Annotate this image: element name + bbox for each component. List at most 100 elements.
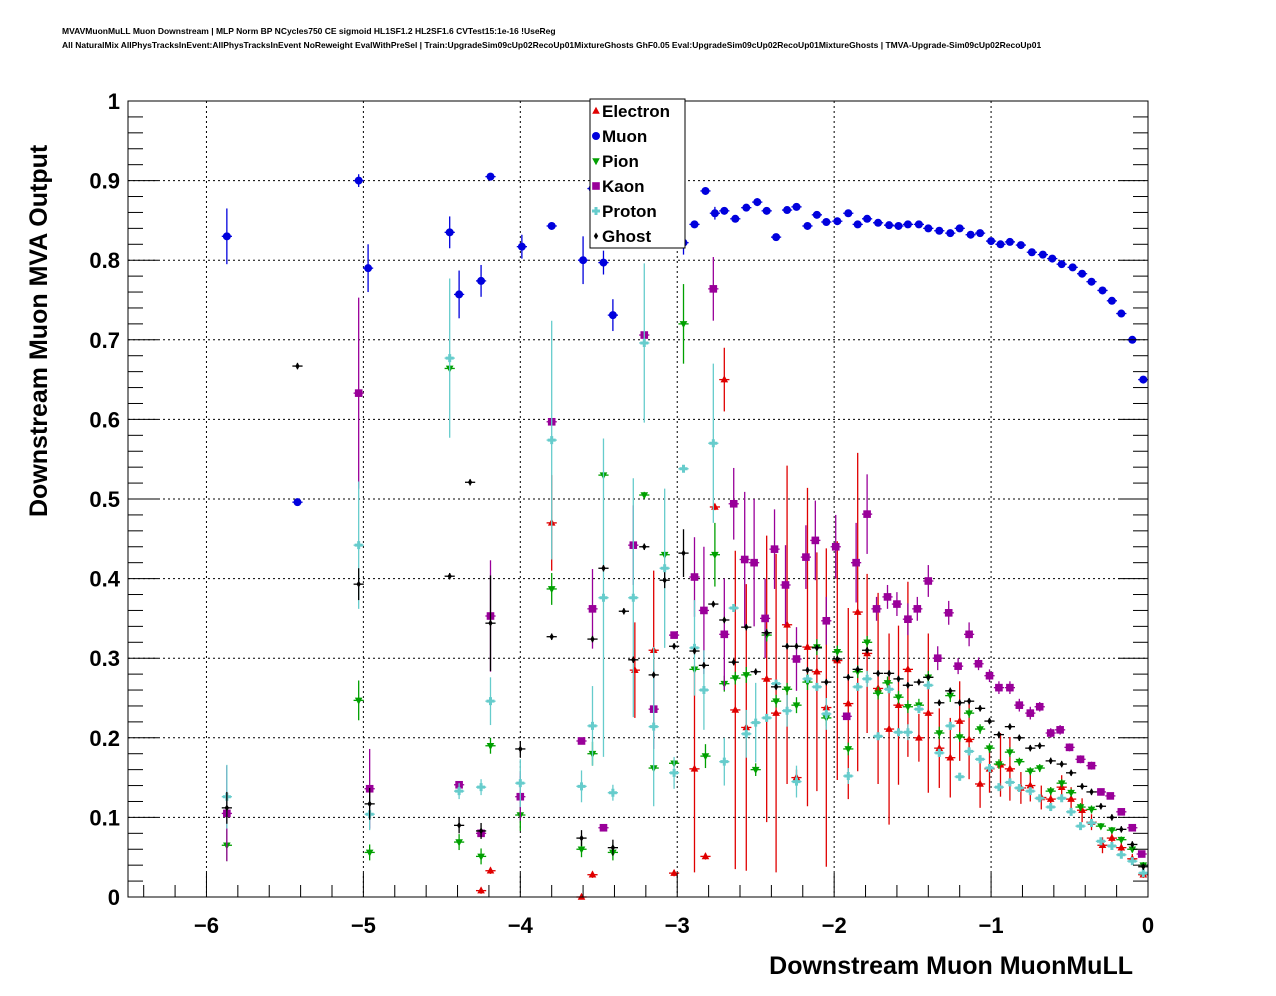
electron-marker — [772, 708, 780, 716]
y-tick-label: 0.3 — [89, 646, 120, 671]
proton-point — [1127, 857, 1138, 866]
electron-point — [700, 852, 711, 860]
ghost-point — [444, 572, 455, 580]
ghost-marker — [692, 647, 697, 655]
ghost-marker — [905, 681, 911, 689]
ghost-point — [811, 644, 822, 652]
muon-point — [761, 206, 772, 215]
kaon-marker — [781, 581, 790, 589]
legend: Electron Muon Pion Kaon Proton Ghost — [589, 98, 686, 249]
kaon-marker — [985, 671, 994, 680]
kaon-marker — [872, 605, 881, 613]
pion-point — [791, 697, 802, 714]
pion-marker — [486, 742, 495, 751]
ghost-marker — [456, 821, 462, 829]
proton-point — [893, 728, 904, 737]
ghost-marker — [846, 673, 851, 681]
muon-point — [852, 220, 863, 229]
muon-marker — [547, 221, 556, 230]
muon-marker — [1098, 286, 1107, 295]
kaon-point — [891, 592, 903, 617]
pion-point — [1066, 788, 1077, 798]
data-marks — [221, 172, 1149, 900]
muon-point — [802, 221, 813, 230]
pion-marker — [833, 649, 842, 657]
ghost-marker — [518, 745, 523, 753]
ghost-point — [934, 699, 945, 707]
muon-point — [516, 234, 527, 259]
proton-marker — [844, 772, 853, 781]
kaon-point — [830, 514, 841, 579]
muon-marker — [853, 220, 862, 229]
electron-point — [709, 502, 720, 511]
x-tick-label: −4 — [508, 913, 534, 938]
ghost-point — [1034, 742, 1045, 750]
muon-marker — [731, 214, 740, 223]
pion-marker — [863, 639, 871, 647]
ghost-point — [893, 675, 904, 683]
electron-marker — [1026, 781, 1035, 789]
kaon-marker — [924, 577, 933, 585]
proton-marker — [1128, 857, 1137, 866]
kaon-point — [871, 596, 882, 621]
muon-point — [954, 224, 965, 233]
pion-marker — [792, 702, 801, 710]
electron-marker — [976, 779, 984, 787]
pion-marker — [883, 680, 892, 688]
muon-point — [1056, 260, 1067, 269]
kaon-point — [1136, 850, 1147, 858]
pion-marker — [894, 694, 903, 702]
ghost-point — [221, 791, 232, 824]
kaon-point — [1127, 823, 1138, 832]
ghost-marker — [864, 646, 870, 654]
pion-point — [1086, 805, 1097, 814]
ghost-marker — [671, 642, 677, 650]
pion-point — [934, 726, 945, 740]
muon-marker — [885, 221, 894, 230]
ghost-marker — [948, 687, 953, 695]
pion-marker — [935, 730, 944, 738]
proton-marker — [516, 779, 525, 788]
header-line-1: MVAVMuonMuLL Muon Downstream | MLP Norm … — [62, 26, 556, 36]
proton-marker — [935, 748, 944, 757]
electron-marker — [1108, 833, 1116, 841]
electron-marker — [1046, 794, 1055, 802]
pion-marker — [904, 703, 912, 712]
proton-point — [1014, 783, 1025, 792]
muon-point — [752, 198, 763, 207]
pion-point — [1014, 757, 1025, 766]
ghost-point — [1056, 760, 1067, 768]
pion-point — [964, 708, 975, 718]
muon-point — [598, 250, 609, 275]
proton-point — [639, 263, 650, 423]
ghost-marker — [711, 600, 716, 608]
pion-marker — [1087, 806, 1096, 814]
ghost-point — [862, 646, 873, 654]
proton-marker — [853, 682, 862, 691]
ghost-marker — [805, 666, 810, 674]
ghost-point — [902, 681, 914, 689]
kaon-marker — [354, 389, 363, 397]
muon-marker — [924, 224, 933, 233]
kaon-point — [841, 712, 852, 721]
electron-point — [629, 622, 640, 718]
proton-point — [1116, 850, 1127, 859]
muon-marker — [1048, 254, 1057, 263]
proton-point — [862, 670, 873, 687]
proton-marker — [742, 729, 751, 738]
kaon-point — [964, 622, 975, 647]
kaon-point — [1034, 701, 1045, 712]
kaon-point — [780, 545, 791, 625]
muon-marker — [486, 172, 495, 181]
ghost-point — [1066, 769, 1077, 777]
proton-point — [974, 755, 986, 764]
electron-marker — [853, 607, 862, 615]
pion-marker — [547, 586, 556, 594]
proton-point — [598, 438, 609, 757]
pion-marker — [1006, 749, 1014, 757]
pion-marker — [1097, 823, 1105, 831]
ghost-marker — [642, 543, 647, 551]
muon-marker — [753, 198, 762, 207]
ghost-point — [964, 697, 975, 705]
